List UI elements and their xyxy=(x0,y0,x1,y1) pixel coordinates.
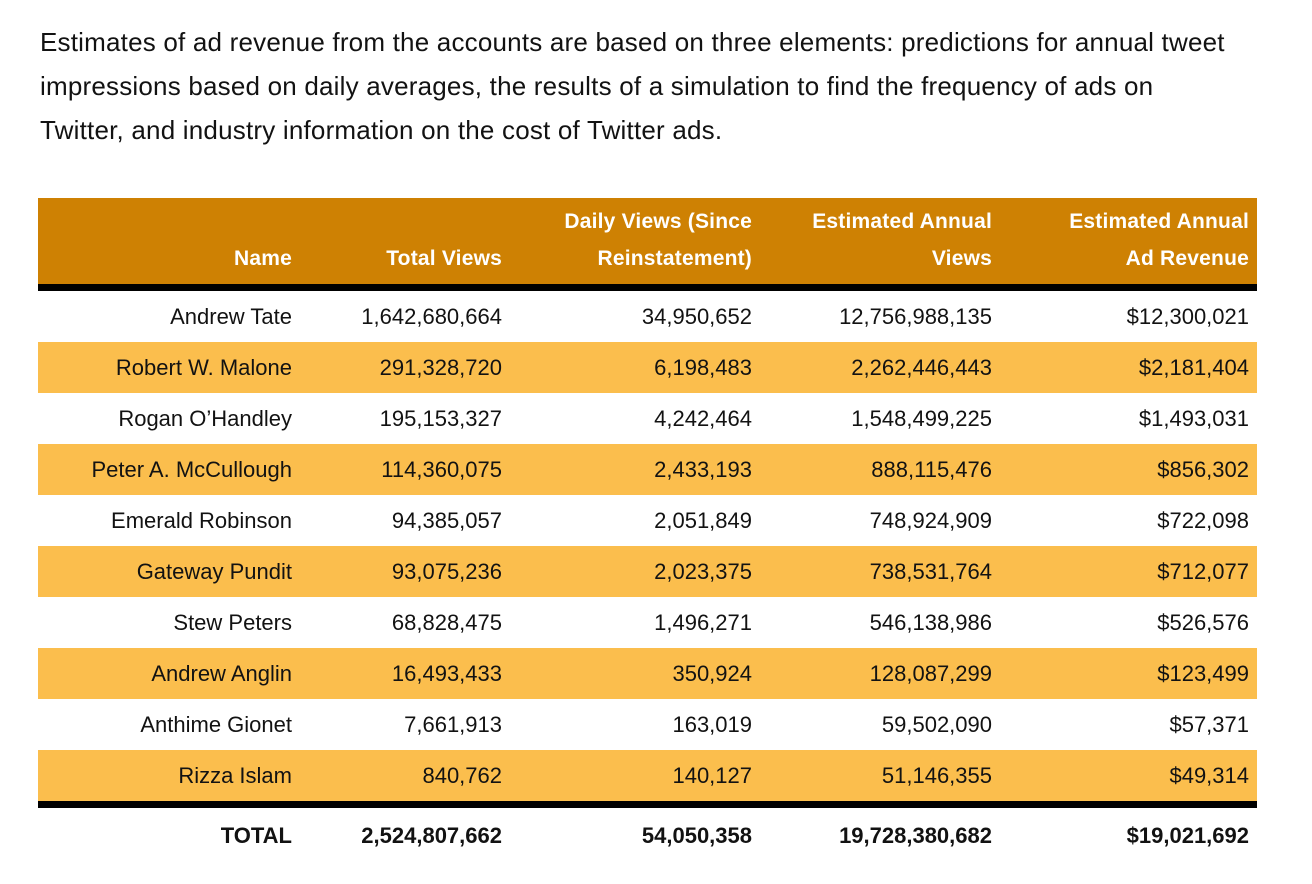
cell-total-views: 291,328,720 xyxy=(379,354,502,380)
cell-annual-views: 888,115,476 xyxy=(871,456,992,482)
total-total-views: 2,524,807,662 xyxy=(361,823,502,848)
cell-annual-views: 59,502,090 xyxy=(881,711,992,737)
table-row: Stew Peters 68,828,475 1,496,271 546,138… xyxy=(38,597,1257,648)
cell-total-views: 7,661,913 xyxy=(404,711,502,737)
cell-total-views: 16,493,433 xyxy=(391,660,502,686)
cell-daily-views: 140,127 xyxy=(672,762,752,788)
cell-daily-views: 163,019 xyxy=(672,711,752,737)
header-line: Reinstatement) xyxy=(597,247,752,270)
cell-daily-views: 2,023,375 xyxy=(654,558,752,584)
cell-name: Stew Peters xyxy=(173,609,292,635)
cell-annual-views: 738,531,764 xyxy=(869,558,992,584)
header-line: Ad Revenue xyxy=(1125,247,1249,270)
header-line: Daily Views (Since xyxy=(564,210,752,233)
cell-name: Andrew Tate xyxy=(170,303,292,329)
column-header-total-views: Total Views xyxy=(300,198,510,284)
column-header-name: Name xyxy=(38,198,300,284)
header-line: Total Views xyxy=(386,247,502,270)
cell-ad-revenue: $123,499 xyxy=(1157,660,1249,686)
cell-total-views: 114,360,075 xyxy=(381,456,502,482)
cell-annual-views: 546,138,986 xyxy=(869,609,992,635)
cell-annual-views: 128,087,299 xyxy=(869,660,992,686)
cell-ad-revenue: $2,181,404 xyxy=(1138,354,1249,380)
cell-ad-revenue: $57,371 xyxy=(1169,711,1249,737)
total-ad-revenue: $19,021,692 xyxy=(1126,823,1249,848)
cell-total-views: 1,642,680,664 xyxy=(361,303,502,329)
cell-ad-revenue: $712,077 xyxy=(1157,558,1249,584)
cell-name: Emerald Robinson xyxy=(111,507,292,533)
cell-total-views: 195,153,327 xyxy=(379,405,502,431)
cell-daily-views: 2,051,849 xyxy=(654,507,752,533)
total-daily-views: 54,050,358 xyxy=(641,823,752,848)
cell-annual-views: 2,262,446,443 xyxy=(851,354,992,380)
table-row: Anthime Gionet 7,661,913 163,019 59,502,… xyxy=(38,699,1257,750)
total-label: TOTAL xyxy=(220,823,292,848)
cell-ad-revenue: $12,300,021 xyxy=(1126,303,1249,329)
cell-name: Rizza Islam xyxy=(178,762,292,788)
table-body: Andrew Tate 1,642,680,664 34,950,652 12,… xyxy=(38,291,1257,801)
table-row: Andrew Tate 1,642,680,664 34,950,652 12,… xyxy=(38,291,1257,342)
ad-revenue-table: Name Total Views Daily Views (Since Rein… xyxy=(38,198,1257,864)
cell-total-views: 68,828,475 xyxy=(391,609,502,635)
cell-daily-views: 2,433,193 xyxy=(654,456,752,482)
header-line: Views xyxy=(931,247,992,270)
cell-name: Andrew Anglin xyxy=(151,660,292,686)
cell-ad-revenue: $49,314 xyxy=(1169,762,1249,788)
column-header-ad-revenue: Estimated Annual Ad Revenue xyxy=(1000,198,1257,284)
cell-name: Peter A. McCullough xyxy=(91,456,292,482)
cell-total-views: 94,385,057 xyxy=(391,507,502,533)
cell-name: Gateway Pundit xyxy=(136,558,292,584)
cell-name: Robert W. Malone xyxy=(115,354,292,380)
table-row: Rizza Islam 840,762 140,127 51,146,355 $… xyxy=(38,750,1257,801)
cell-total-views: 840,762 xyxy=(422,762,502,788)
column-header-daily-views: Daily Views (Since Reinstatement) xyxy=(510,198,760,284)
cell-ad-revenue: $722,098 xyxy=(1157,507,1249,533)
cell-annual-views: 51,146,355 xyxy=(881,762,992,788)
total-annual-views: 19,728,380,682 xyxy=(839,823,992,848)
table-row: Rogan O’Handley 195,153,327 4,242,464 1,… xyxy=(38,393,1257,444)
cell-name: Rogan O’Handley xyxy=(118,405,292,431)
cell-annual-views: 1,548,499,225 xyxy=(851,405,992,431)
header-divider xyxy=(38,284,1257,291)
cell-daily-views: 4,242,464 xyxy=(654,405,752,431)
column-header-annual-views: Estimated Annual Views xyxy=(760,198,1000,284)
table-row: Robert W. Malone 291,328,720 6,198,483 2… xyxy=(38,342,1257,393)
cell-name: Anthime Gionet xyxy=(140,711,292,737)
header-line: Estimated Annual xyxy=(812,210,992,233)
total-row: TOTAL 2,524,807,662 54,050,358 19,728,38… xyxy=(38,808,1257,864)
header-line: Estimated Annual xyxy=(1069,210,1249,233)
cell-ad-revenue: $1,493,031 xyxy=(1138,405,1249,431)
table-row: Andrew Anglin 16,493,433 350,924 128,087… xyxy=(38,648,1257,699)
table-row: Emerald Robinson 94,385,057 2,051,849 74… xyxy=(38,495,1257,546)
cell-daily-views: 1,496,271 xyxy=(654,609,752,635)
total-divider xyxy=(38,801,1257,808)
cell-ad-revenue: $856,302 xyxy=(1157,456,1249,482)
cell-ad-revenue: $526,576 xyxy=(1157,609,1249,635)
cell-daily-views: 6,198,483 xyxy=(654,354,752,380)
table-row: Gateway Pundit 93,075,236 2,023,375 738,… xyxy=(38,546,1257,597)
cell-annual-views: 748,924,909 xyxy=(869,507,992,533)
cell-daily-views: 350,924 xyxy=(672,660,752,686)
table-header-row: Name Total Views Daily Views (Since Rein… xyxy=(38,198,1257,284)
table-row: Peter A. McCullough 114,360,075 2,433,19… xyxy=(38,444,1257,495)
intro-paragraph: Estimates of ad revenue from the account… xyxy=(40,27,1225,145)
header-line: Name xyxy=(234,247,292,270)
cell-total-views: 93,075,236 xyxy=(391,558,502,584)
cell-annual-views: 12,756,988,135 xyxy=(839,303,992,329)
cell-daily-views: 34,950,652 xyxy=(641,303,752,329)
